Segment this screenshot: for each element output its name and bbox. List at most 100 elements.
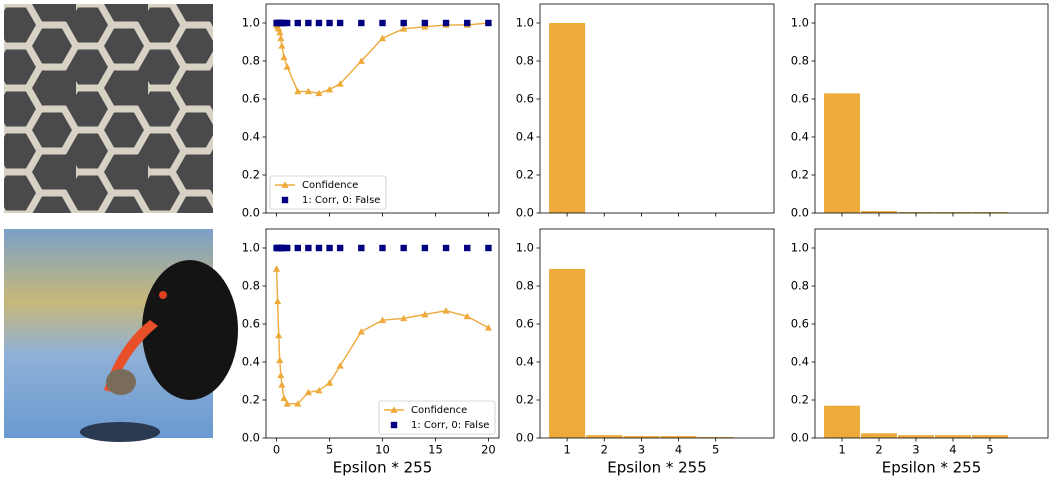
marker-triangle bbox=[390, 406, 398, 413]
bar bbox=[824, 405, 860, 438]
marker-square bbox=[442, 244, 450, 252]
marker-triangle bbox=[276, 28, 284, 36]
bar bbox=[898, 435, 934, 438]
x-tick-label: 5 bbox=[326, 443, 333, 457]
y-tick-label: 0.8 bbox=[791, 279, 809, 293]
y-tick-label: 0.8 bbox=[791, 54, 809, 68]
marker-triangle bbox=[357, 57, 365, 64]
x-tick-label: 2 bbox=[875, 443, 882, 457]
marker-triangle bbox=[280, 53, 288, 61]
marker-triangle bbox=[283, 400, 291, 407]
marker-triangle bbox=[294, 87, 302, 95]
marker-triangle bbox=[336, 362, 344, 369]
y-tick-label: 0.6 bbox=[516, 92, 534, 106]
bar bbox=[660, 436, 697, 438]
marker-triangle bbox=[400, 25, 408, 32]
y-tick-label: 0.4 bbox=[242, 130, 260, 144]
chart-panel: 0.0 0.2 0.4 0.6 0.8 1.0 bbox=[791, 3, 1049, 220]
marker-square bbox=[336, 19, 344, 27]
marker-square bbox=[283, 244, 291, 252]
marker-triangle bbox=[275, 331, 283, 339]
y-tick-label: 0.4 bbox=[791, 355, 809, 369]
plot-frame bbox=[539, 3, 775, 214]
y-tick-label: 0.6 bbox=[242, 92, 260, 106]
chart-panel: 0.0 0.2 0.4 0.6 0.8 1.0 Confidence 1: Corr, 0: … bbox=[242, 3, 500, 220]
chart-panel: 0.0 0.2 0.4 0.6 0.8 1.0 bbox=[516, 3, 775, 220]
marker-square bbox=[358, 19, 365, 27]
marker-triangle bbox=[278, 42, 286, 49]
y-tick-label: 1.0 bbox=[516, 16, 534, 30]
marker-triangle bbox=[304, 87, 312, 95]
marker-triangle bbox=[378, 316, 387, 324]
x-tick-label: 4 bbox=[675, 443, 682, 457]
marker-triangle bbox=[294, 400, 302, 407]
bar bbox=[549, 268, 586, 438]
bar bbox=[935, 212, 971, 213]
chart-panel: 0.0 0.2 0.4 0.6 0.8 1.0 1 2 3 4 5 Epsilon * 255 bbox=[791, 228, 1049, 477]
plot-frame bbox=[814, 3, 1049, 214]
y-tick-label: 0.8 bbox=[516, 279, 534, 293]
legend-box bbox=[269, 175, 387, 210]
y-tick-label: 0.8 bbox=[242, 279, 260, 293]
y-tick-label: 0.6 bbox=[791, 92, 809, 106]
y-tick-label: 0.0 bbox=[791, 206, 809, 220]
y-tick-label: 1.0 bbox=[242, 241, 260, 255]
marker-triangle bbox=[400, 314, 408, 322]
y-tick-label: 0.6 bbox=[516, 317, 534, 331]
y-tick-label: 0.2 bbox=[791, 168, 809, 182]
chart-panel: 0.0 0.2 0.4 0.6 0.8 1.0 0 5 10 15 20 Epsilon * 255 C… bbox=[242, 228, 500, 477]
marker-square bbox=[281, 196, 289, 204]
marker-triangle bbox=[325, 379, 334, 386]
legend: Confidence 1: Corr, 0: False bbox=[269, 175, 387, 210]
marker-triangle bbox=[280, 394, 288, 401]
y-tick-label: 0.2 bbox=[242, 168, 260, 182]
marker-triangle bbox=[276, 356, 284, 363]
x-axis-label: Epsilon * 255 bbox=[882, 459, 982, 477]
x-tick-label: 5 bbox=[712, 443, 719, 457]
x-tick-label: 15 bbox=[428, 443, 443, 457]
bar bbox=[623, 436, 660, 438]
marker-square bbox=[379, 244, 386, 252]
bar bbox=[861, 433, 897, 438]
bar bbox=[824, 93, 860, 213]
marker-triangle bbox=[283, 63, 291, 70]
photo-bird bbox=[4, 229, 238, 442]
plot-frame bbox=[265, 228, 500, 439]
x-tick-label: 1 bbox=[563, 443, 570, 457]
marker-triangle bbox=[278, 381, 286, 388]
marker-square bbox=[442, 19, 450, 27]
marker-triangle bbox=[275, 25, 283, 32]
series-line bbox=[275, 268, 489, 405]
y-tick-label: 0.8 bbox=[242, 54, 260, 68]
x-tick-label: 5 bbox=[986, 443, 993, 457]
marker-triangle bbox=[336, 80, 344, 87]
marker-triangle bbox=[304, 388, 312, 396]
marker-square bbox=[315, 244, 323, 252]
x-axis-label: Epsilon * 255 bbox=[333, 459, 433, 477]
plot-frame bbox=[539, 228, 775, 439]
x-tick-label: 3 bbox=[638, 443, 645, 457]
marker-square bbox=[315, 19, 323, 27]
legend-label: Confidence bbox=[411, 405, 467, 416]
marker-square bbox=[358, 244, 365, 252]
bar bbox=[935, 435, 971, 438]
y-tick-label: 1.0 bbox=[516, 241, 534, 255]
y-tick-label: 1.0 bbox=[791, 16, 809, 30]
x-tick-label: 10 bbox=[375, 443, 390, 457]
legend-label: Confidence bbox=[302, 180, 358, 191]
series-line bbox=[275, 22, 489, 95]
marker-square bbox=[379, 19, 386, 27]
legend-label: 1: Corr, 0: False bbox=[302, 195, 380, 206]
bar bbox=[898, 212, 934, 213]
marker-triangle bbox=[357, 328, 365, 335]
bar bbox=[586, 435, 623, 438]
marker-square bbox=[485, 19, 492, 27]
y-tick-label: 0.8 bbox=[516, 54, 534, 68]
legend: Confidence 1: Corr, 0: False bbox=[378, 400, 496, 435]
marker-square bbox=[336, 244, 344, 252]
marker-triangle bbox=[421, 310, 429, 318]
photo-honeycomb bbox=[4, 4, 213, 213]
marker-square bbox=[400, 244, 407, 252]
y-tick-label: 0.2 bbox=[516, 393, 534, 407]
